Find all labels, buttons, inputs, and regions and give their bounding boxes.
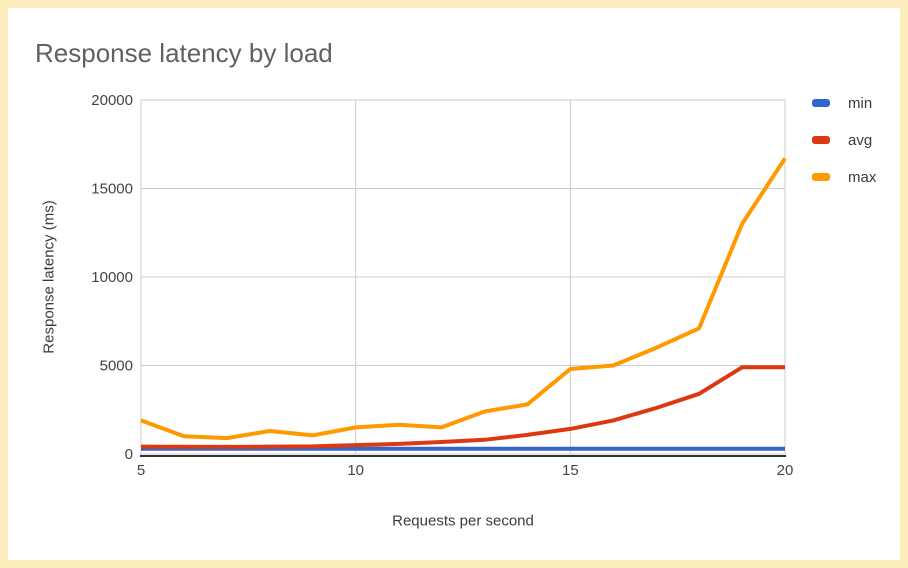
legend-item-avg: avg — [812, 131, 876, 149]
legend-item-max: max — [812, 168, 877, 186]
chart-card: Response latency by load 0 5000 10000 15000… — [8, 8, 900, 560]
x-tick-label: 5 — [137, 462, 145, 479]
legend-swatch-max — [812, 173, 830, 181]
line-chart: 0 5000 10000 15000 20000 5 10 15 20 — [91, 92, 794, 479]
legend: min avg max — [812, 95, 876, 206]
y-tick-label: 0 — [125, 446, 133, 463]
plot-border — [140, 99, 786, 455]
legend-label-max: max — [848, 168, 877, 186]
chart-title: Response latency by load — [35, 38, 333, 68]
x-tick-label: 20 — [777, 462, 794, 479]
y-axis-title: Response latency (ms) — [40, 200, 58, 354]
y-tick-label: 15000 — [91, 181, 133, 198]
x-axis-title: Requests per second — [392, 512, 534, 530]
legend-swatch-min — [812, 99, 830, 107]
legend-label-min: min — [848, 94, 873, 112]
series-line-avg — [140, 365, 785, 449]
legend-swatch-avg — [812, 136, 830, 144]
legend-label-avg: avg — [848, 131, 873, 149]
y-tick-label: 10000 — [91, 269, 133, 286]
y-tick-label: 20000 — [91, 92, 133, 109]
legend-item-min: min — [812, 94, 876, 112]
y-tick-label: 5000 — [100, 358, 133, 375]
x-tick-label: 15 — [562, 462, 579, 479]
series-line-max — [140, 157, 787, 441]
x-tick-label: 10 — [347, 462, 364, 479]
